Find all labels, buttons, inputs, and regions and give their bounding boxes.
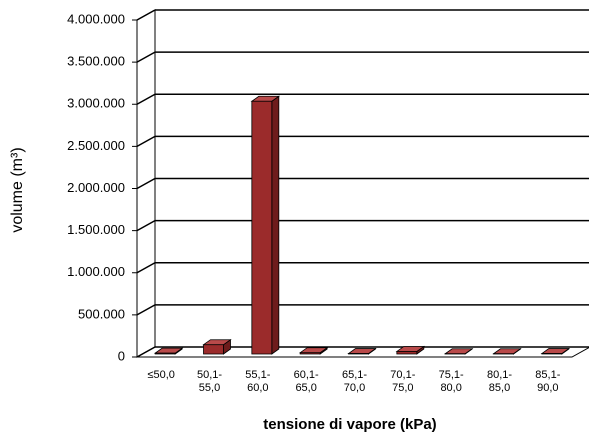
x-tick-label: 75,1-80,0 [438, 369, 464, 394]
x-tick-label: 70,1-75,0 [390, 369, 416, 394]
y-tick-label: 500.000 [78, 306, 125, 321]
bar [540, 347, 571, 355]
bar [395, 345, 426, 355]
grid-line-side [136, 51, 156, 63]
y-tick-label: 0 [118, 348, 125, 363]
y-tick-label: 2.000.000 [67, 180, 125, 195]
bar [443, 347, 474, 355]
x-tick-label: 60,1-65,0 [293, 369, 319, 394]
bar [347, 347, 377, 355]
x-tick-label: 50,1-55,0 [196, 369, 223, 394]
y-tick-label: 1.000.000 [67, 264, 125, 279]
grid-line-side [136, 135, 156, 148]
grid-line-side [136, 219, 156, 232]
grid-line-side [136, 9, 156, 21]
grid-line-side [136, 262, 156, 274]
bar-front [251, 100, 273, 355]
y-tick-label: 2.500.000 [67, 138, 125, 153]
x-tick-label: 65,1-70,0 [341, 369, 368, 394]
bar [250, 95, 281, 355]
bar-front [203, 344, 224, 355]
x-tick-label: ≤50,0 [147, 369, 175, 381]
grid-line-side [136, 93, 156, 105]
x-tick-label: 55,1-60,0 [245, 369, 271, 394]
bar-front [154, 352, 176, 355]
grid-line-side [136, 304, 156, 316]
bar [298, 346, 329, 355]
bar [153, 347, 184, 355]
bar-side [271, 95, 280, 355]
y-tick-label: 1.500.000 [67, 222, 125, 237]
y-tick-label: 3.000.000 [67, 96, 125, 111]
x-tick-label: 85,1-90,0 [535, 369, 561, 394]
x-axis-title: tensione di vapore (kPa) [263, 416, 436, 433]
bar [202, 338, 232, 355]
bar [492, 347, 522, 355]
grid-line-side [136, 177, 156, 190]
y-tick-label: 4.000.000 [67, 11, 125, 26]
y-axis-title: volume (m³) [9, 147, 26, 232]
grid-line-side [136, 346, 156, 358]
x-tick-label: 80,1-85,0 [486, 369, 513, 394]
bar-front [396, 351, 418, 355]
bar-front [299, 352, 321, 355]
y-tick-label: 3.500.000 [67, 54, 125, 69]
